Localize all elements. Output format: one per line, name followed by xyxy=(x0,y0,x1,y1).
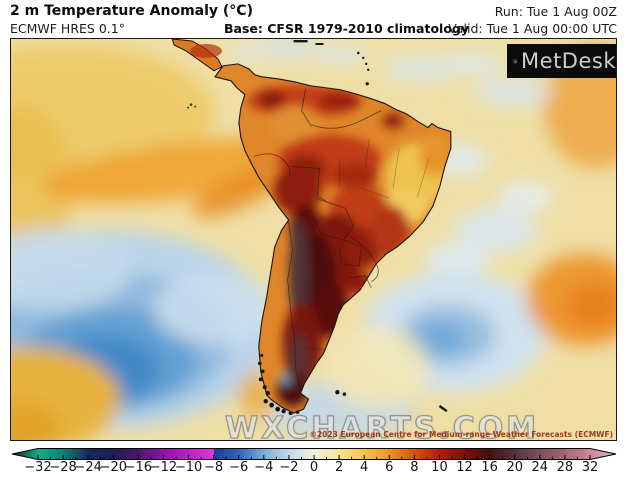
colorbar-tick-label: −28 xyxy=(49,460,77,475)
colorbar-tick-label: −20 xyxy=(99,460,127,475)
colorbar-tick-label: −4 xyxy=(254,460,274,475)
anomaly-map-svg xyxy=(11,39,616,440)
colorbar-tick-label: 6 xyxy=(385,460,394,475)
model-label: ECMWF HRES 0.1° xyxy=(10,21,125,36)
colorbar-tick-label: −8 xyxy=(204,460,224,475)
colorbar-tick-label: −12 xyxy=(149,460,178,475)
colorbar-tick-label: −24 xyxy=(74,460,102,475)
colorbar-tick-label: 2 xyxy=(334,460,344,475)
copyright-notice: ©2023 European Centre for Medium-range W… xyxy=(309,430,613,439)
metdesk-logo-text: MetDesk xyxy=(521,49,616,73)
colorbar-tick-labels: −32 −28 −24 −20 −16 −12 −10 −8 −6 −4 −2 0 2 4 6 8 10 12 16… xyxy=(11,460,617,478)
colorbar-tick-label: 16 xyxy=(481,460,498,475)
state-borders xyxy=(304,138,430,350)
country-borders xyxy=(253,88,382,390)
watermark: WXCHARTS.COM xyxy=(224,410,540,446)
colorbar-tick-label: 0 xyxy=(309,460,319,475)
page-title: 2 m Temperature Anomaly (°C) xyxy=(10,3,253,19)
colorbar-tick-label: −2 xyxy=(279,460,299,475)
colorbar-tick-label: −32 xyxy=(24,460,52,475)
colorbar-tick-marks xyxy=(37,455,591,460)
colorbar-tick-label: 4 xyxy=(360,460,369,475)
ocean-anomaly-layer xyxy=(11,39,616,440)
islands xyxy=(187,39,448,416)
colorbar-tick-label: 32 xyxy=(581,460,599,475)
colorbar-tick-label: −10 xyxy=(174,460,203,475)
anomaly-map xyxy=(10,38,617,441)
colorbar-tick-label: 24 xyxy=(531,460,549,475)
colorbar-tick-label: 28 xyxy=(556,460,574,475)
metdesk-starburst-icon xyxy=(512,58,518,64)
colorbar-tick-label: 12 xyxy=(456,460,473,475)
colorbar-tick-label: −16 xyxy=(124,460,153,475)
colorbar-tick-label: 8 xyxy=(410,460,419,475)
run-time-label: Run: Tue 1 Aug 00Z xyxy=(494,4,617,19)
metdesk-logo: MetDesk xyxy=(507,44,616,78)
central-america xyxy=(171,39,223,72)
base-climatology-label: Base: CFSR 1979-2010 climatology xyxy=(224,21,470,36)
colorbar-tick-label: 10 xyxy=(431,460,448,475)
colorbar-svg xyxy=(11,448,617,460)
colorbar-tick-label: 20 xyxy=(506,460,523,475)
colorbar xyxy=(11,446,617,460)
valid-time-label: Valid: Tue 1 Aug 00:00 UTC xyxy=(448,21,617,36)
colorbar-tick-label: −6 xyxy=(229,460,249,475)
